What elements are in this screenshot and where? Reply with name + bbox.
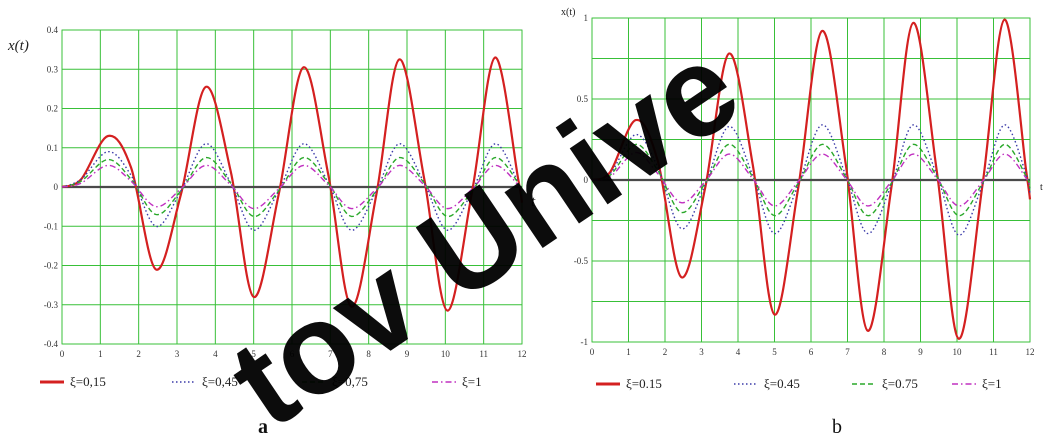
x-tick-label: 7 [328, 349, 333, 359]
y-tick-label: -0.2 [44, 261, 58, 271]
x-tick-label: 12 [518, 349, 527, 359]
legend-label: ξ=0,75 [332, 374, 368, 389]
series-line-3 [61, 156, 523, 218]
x-tick-label: 10 [441, 349, 451, 359]
x-tick-label: 1 [626, 347, 631, 357]
x-tick-label: 9 [918, 347, 923, 357]
legend-label: ξ=0,45 [202, 374, 238, 389]
x-tick-label: 0 [590, 347, 595, 357]
y-tick-label: -0.3 [44, 300, 59, 310]
x-tick-label: 6 [809, 347, 814, 357]
series-line-1 [591, 18, 1032, 340]
x-tick-label: 3 [699, 347, 704, 357]
y-axis-label: x(t) [7, 38, 29, 54]
y-tick-label: -0.5 [574, 256, 589, 266]
x-tick-label: 11 [479, 349, 488, 359]
y-axis-label: x(t) [561, 7, 575, 18]
series-line-3 [591, 143, 1031, 217]
y-tick-label: 0 [54, 182, 59, 192]
series-line-2 [61, 143, 523, 231]
chart-panel-a: 0 1 2 3 4 5 6 7 8 9 10 11 120.40.30.20.10-0.1-0.2-0.… [7, 25, 536, 438]
y-tick-label: 1 [584, 13, 589, 23]
legend-label: ξ=0,15 [70, 374, 106, 389]
series-line-4 [591, 151, 1031, 207]
y-tick-label: 0.5 [577, 94, 589, 104]
x-tick-label: 9 [405, 349, 410, 359]
x-tick-label: 10 [953, 347, 963, 357]
x-tick-label: 8 [366, 349, 371, 359]
x-tick-label: 0 [60, 349, 65, 359]
legend-label: ξ=0.15 [626, 376, 662, 391]
panel-label: b [832, 416, 842, 438]
x-tick-label: 4 [736, 347, 741, 357]
x-tick-label: 12 [1026, 347, 1035, 357]
x-tick-label: 11 [989, 347, 998, 357]
x-tick-label: 5 [772, 347, 777, 357]
x-axis-label: t [531, 194, 536, 210]
series-line-1 [61, 56, 524, 312]
y-tick-label: 0.3 [47, 64, 59, 74]
legend-label: ξ=1 [462, 374, 482, 389]
x-tick-label: 5 [251, 349, 256, 359]
y-tick-label: 0.4 [47, 25, 59, 35]
y-tick-label: 0.2 [47, 104, 58, 114]
series-line-4 [61, 164, 523, 210]
x-tick-label: 6 [290, 349, 295, 359]
x-tick-label: 4 [213, 349, 218, 359]
x-tick-label: 8 [882, 347, 887, 357]
x-tick-label: 1 [98, 349, 103, 359]
y-tick-label: 0 [584, 175, 589, 185]
series-line-2 [591, 124, 1031, 236]
x-tick-label: 7 [845, 347, 850, 357]
x-tick-label: 2 [663, 347, 668, 357]
y-tick-label: -0.1 [44, 221, 58, 231]
legend-label: ξ=0.45 [764, 376, 800, 391]
y-tick-label: 0.1 [47, 143, 58, 153]
x-tick-label: 2 [136, 349, 141, 359]
x-tick-label: 3 [175, 349, 180, 359]
y-tick-label: -1 [581, 337, 589, 347]
legend-label: ξ=1 [982, 376, 1002, 391]
legend-label: ξ=0.75 [882, 376, 918, 391]
panel-label: a [258, 416, 268, 438]
x-axis-label: t [1040, 182, 1043, 193]
y-tick-label: -0.4 [44, 339, 59, 349]
